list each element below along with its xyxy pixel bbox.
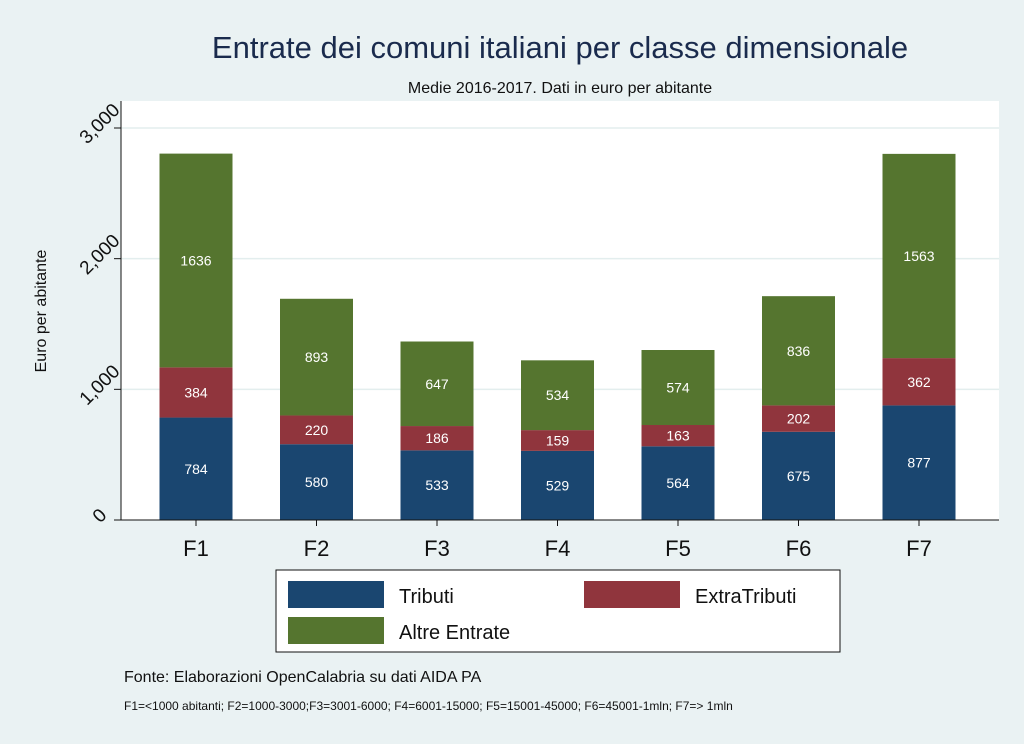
x-tick-label: F4 [545, 536, 571, 561]
x-tick-label: F1 [183, 536, 209, 561]
bar-segment-f1-altre-entrate [159, 153, 233, 368]
bar-segment-f3-tributi [400, 450, 474, 520]
bar-segment-f7-extratributi [882, 358, 956, 406]
bar-segment-f4-altre-entrate [521, 360, 594, 431]
source-note: Fonte: Elaborazioni OpenCalabria su dati… [124, 669, 482, 686]
data-label: 533 [425, 477, 449, 493]
legend-swatch-extratributi [584, 581, 680, 608]
data-label: 202 [787, 411, 811, 427]
data-label: 186 [425, 430, 449, 446]
legend-label-tributi: Tributi [399, 586, 454, 608]
y-tick-label: 2,000 [76, 231, 124, 279]
y-tick-label: 3,000 [76, 100, 124, 148]
data-label: 384 [184, 384, 208, 400]
bar-segment-f5-extratributi [641, 425, 715, 447]
bar-segment-f5-altre-entrate [641, 350, 715, 426]
legend-label-altre-entrate: Altre Entrate [399, 622, 510, 644]
x-tick-label: F2 [304, 536, 330, 561]
data-label: 362 [907, 374, 931, 390]
data-label: 580 [305, 474, 329, 490]
data-label: 529 [546, 477, 570, 493]
data-label: 1563 [903, 248, 934, 264]
data-label: 675 [787, 468, 811, 484]
bar-segment-f6-extratributi [762, 405, 835, 432]
data-label: 877 [907, 455, 931, 471]
bar-segment-f3-extratributi [400, 426, 474, 451]
x-tick-label: F7 [906, 536, 932, 561]
bar-segment-f1-extratributi [159, 367, 233, 418]
data-label: 647 [425, 376, 449, 392]
bar-segment-f6-altre-entrate [762, 296, 835, 406]
y-tick-label: 0 [89, 505, 111, 527]
bar-segment-f1-tributi [159, 417, 233, 520]
bar-segment-f7-tributi [882, 405, 956, 520]
x-tick-label: F6 [786, 536, 812, 561]
bar-segment-f4-extratributi [521, 430, 594, 451]
bar-segment-f2-altre-entrate [280, 298, 353, 416]
bar-segment-f4-tributi [521, 450, 594, 520]
chart-subtitle: Medie 2016-2017. Dati in euro per abitan… [408, 80, 712, 97]
data-label: 784 [184, 461, 208, 477]
data-label: 893 [305, 349, 329, 365]
class-definitions-note: F1=<1000 abitanti; F2=1000-3000;F3=3001-… [124, 699, 733, 713]
legend-swatch-tributi [288, 581, 384, 608]
y-tick-label: 1,000 [76, 361, 124, 409]
data-label: 163 [666, 428, 690, 444]
legend-swatch-altre-entrate [288, 617, 384, 644]
chart-title: Entrate dei comuni italiani per classe d… [212, 30, 908, 65]
data-label: 1636 [180, 252, 211, 268]
bar-segment-f7-altre-entrate [882, 153, 956, 359]
y-axis-label: Euro per abitante [33, 250, 50, 373]
data-label: 534 [546, 387, 570, 403]
bar-segment-f3-altre-entrate [400, 341, 474, 427]
bar-segment-f2-tributi [280, 444, 353, 520]
data-label: 836 [787, 343, 811, 359]
x-tick-label: F5 [665, 536, 691, 561]
bar-segment-f2-extratributi [280, 415, 353, 445]
bars: 784 384 1636 580 220 893 533 186 647 529 159 534 564… [159, 153, 956, 520]
legend-label-extratributi: ExtraTributi [695, 586, 797, 608]
data-label: 220 [305, 422, 329, 438]
data-label: 564 [666, 475, 690, 491]
bar-segment-f5-tributi [641, 446, 715, 520]
data-label: 574 [666, 380, 690, 396]
data-label: 159 [546, 432, 570, 448]
bar-segment-f6-tributi [762, 431, 835, 520]
x-tick-label: F3 [424, 536, 450, 561]
